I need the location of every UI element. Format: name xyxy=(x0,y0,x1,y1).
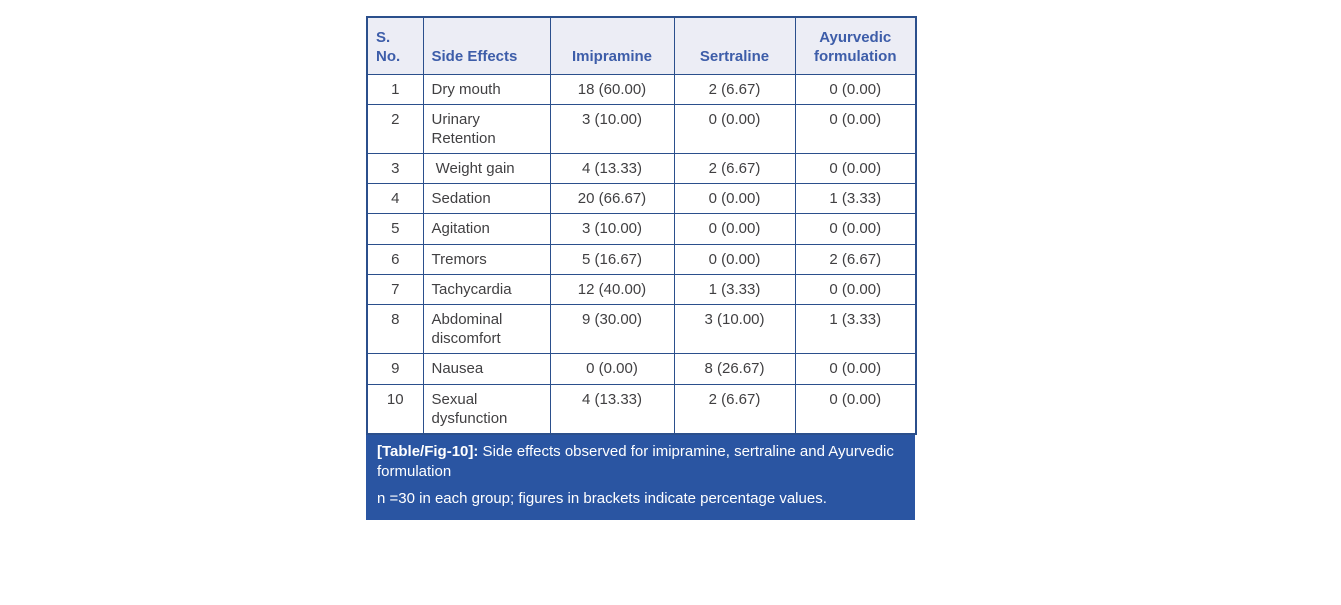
cell-imipramine: 0 (0.00) xyxy=(549,353,675,385)
cell-ayurvedic: 0 (0.00) xyxy=(794,103,917,155)
table-row: 8 Abdominal discomfort 9 (30.00) 3 (10.0… xyxy=(366,303,917,355)
table-row: 3 Weight gain 4 (13.33) 2 (6.67) 0 (0.00… xyxy=(366,153,917,185)
side-effects-table: S. No. Side Effects Imipramine Sertralin… xyxy=(366,16,917,435)
cell-ayurvedic: 0 (0.00) xyxy=(794,153,917,185)
cell-sno: 1 xyxy=(366,73,424,105)
cell-ayurvedic: 2 (6.67) xyxy=(794,243,917,275)
cell-effect: Sedation xyxy=(422,183,551,215)
cell-effect: Weight gain xyxy=(422,153,551,185)
cell-sno: 6 xyxy=(366,243,424,275)
cell-imipramine: 20 (66.67) xyxy=(549,183,675,215)
table-row: 2 Urinary Retention 3 (10.00) 0 (0.00) 0… xyxy=(366,103,917,155)
cell-effect: Tremors xyxy=(422,243,551,275)
header-side-effects: Side Effects xyxy=(422,16,551,75)
cell-sertraline: 0 (0.00) xyxy=(673,213,796,245)
table-row: 5 Agitation 3 (10.00) 0 (0.00) 0 (0.00) xyxy=(366,213,917,245)
table-row: 6 Tremors 5 (16.67) 0 (0.00) 2 (6.67) xyxy=(366,243,917,275)
header-sertraline: Sertraline xyxy=(673,16,796,75)
cell-effect: Abdominal discomfort xyxy=(422,303,551,355)
cell-ayurvedic: 0 (0.00) xyxy=(794,73,917,105)
cell-sertraline: 2 (6.67) xyxy=(673,383,796,435)
cell-ayurvedic: 0 (0.00) xyxy=(794,353,917,385)
cell-sertraline: 0 (0.00) xyxy=(673,243,796,275)
table-row: 9 Nausea 0 (0.00) 8 (26.67) 0 (0.00) xyxy=(366,353,917,385)
cell-imipramine: 4 (13.33) xyxy=(549,383,675,435)
table-row: 7 Tachycardia 12 (40.00) 1 (3.33) 0 (0.0… xyxy=(366,273,917,306)
table-figure: S. No. Side Effects Imipramine Sertralin… xyxy=(366,16,917,520)
cell-sno: 7 xyxy=(366,273,424,306)
cell-imipramine: 5 (16.67) xyxy=(549,243,675,275)
cell-effect: Nausea xyxy=(422,353,551,385)
cell-sno: 2 xyxy=(366,103,424,155)
cell-sertraline: 0 (0.00) xyxy=(673,183,796,215)
header-row: S. No. Side Effects Imipramine Sertralin… xyxy=(366,16,917,75)
cell-imipramine: 18 (60.00) xyxy=(549,73,675,105)
table-caption-tag: [Table/Fig-10]: xyxy=(377,442,479,460)
table-row: 4 Sedation 20 (66.67) 0 (0.00) 1 (3.33) xyxy=(366,183,917,215)
cell-sno: 9 xyxy=(366,353,424,385)
cell-ayurvedic: 0 (0.00) xyxy=(794,213,917,245)
table-caption-text: Side effects observed for imipramine, se… xyxy=(377,442,894,480)
table-footnote: n =30 in each group; figures in brackets… xyxy=(377,489,827,507)
cell-imipramine: 4 (13.33) xyxy=(549,153,675,185)
cell-imipramine: 3 (10.00) xyxy=(549,103,675,155)
table-row: 1 Dry mouth 18 (60.00) 2 (6.67) 0 (0.00) xyxy=(366,73,917,105)
cell-sertraline: 3 (10.00) xyxy=(673,303,796,355)
table-caption: [Table/Fig-10]: Side effects observed fo… xyxy=(377,442,904,482)
cell-effect: Sexual dysfunction xyxy=(422,383,551,435)
cell-imipramine: 9 (30.00) xyxy=(549,303,675,355)
cell-sertraline: 2 (6.67) xyxy=(673,153,796,185)
cell-sno: 4 xyxy=(366,183,424,215)
cell-ayurvedic: 1 (3.33) xyxy=(794,303,917,355)
cell-sno: 8 xyxy=(366,303,424,355)
cell-sno: 5 xyxy=(366,213,424,245)
cell-ayurvedic: 0 (0.00) xyxy=(794,273,917,306)
cell-sertraline: 2 (6.67) xyxy=(673,73,796,105)
cell-effect: Agitation xyxy=(422,213,551,245)
cell-sertraline: 1 (3.33) xyxy=(673,273,796,306)
header-ayurvedic: Ayurvedic formulation xyxy=(794,16,917,75)
cell-effect: Dry mouth xyxy=(422,73,551,105)
table-caption-bar: [Table/Fig-10]: Side effects observed fo… xyxy=(366,434,915,520)
cell-sertraline: 0 (0.00) xyxy=(673,103,796,155)
cell-imipramine: 3 (10.00) xyxy=(549,213,675,245)
cell-effect: Tachycardia xyxy=(422,273,551,306)
cell-ayurvedic: 0 (0.00) xyxy=(794,383,917,435)
cell-effect: Urinary Retention xyxy=(422,103,551,155)
header-sno: S. No. xyxy=(366,16,424,75)
header-imipramine: Imipramine xyxy=(549,16,675,75)
cell-sertraline: 8 (26.67) xyxy=(673,353,796,385)
table-row: 10 Sexual dysfunction 4 (13.33) 2 (6.67)… xyxy=(366,383,917,435)
cell-ayurvedic: 1 (3.33) xyxy=(794,183,917,215)
cell-sno: 10 xyxy=(366,383,424,435)
cell-imipramine: 12 (40.00) xyxy=(549,273,675,306)
cell-sno: 3 xyxy=(366,153,424,185)
